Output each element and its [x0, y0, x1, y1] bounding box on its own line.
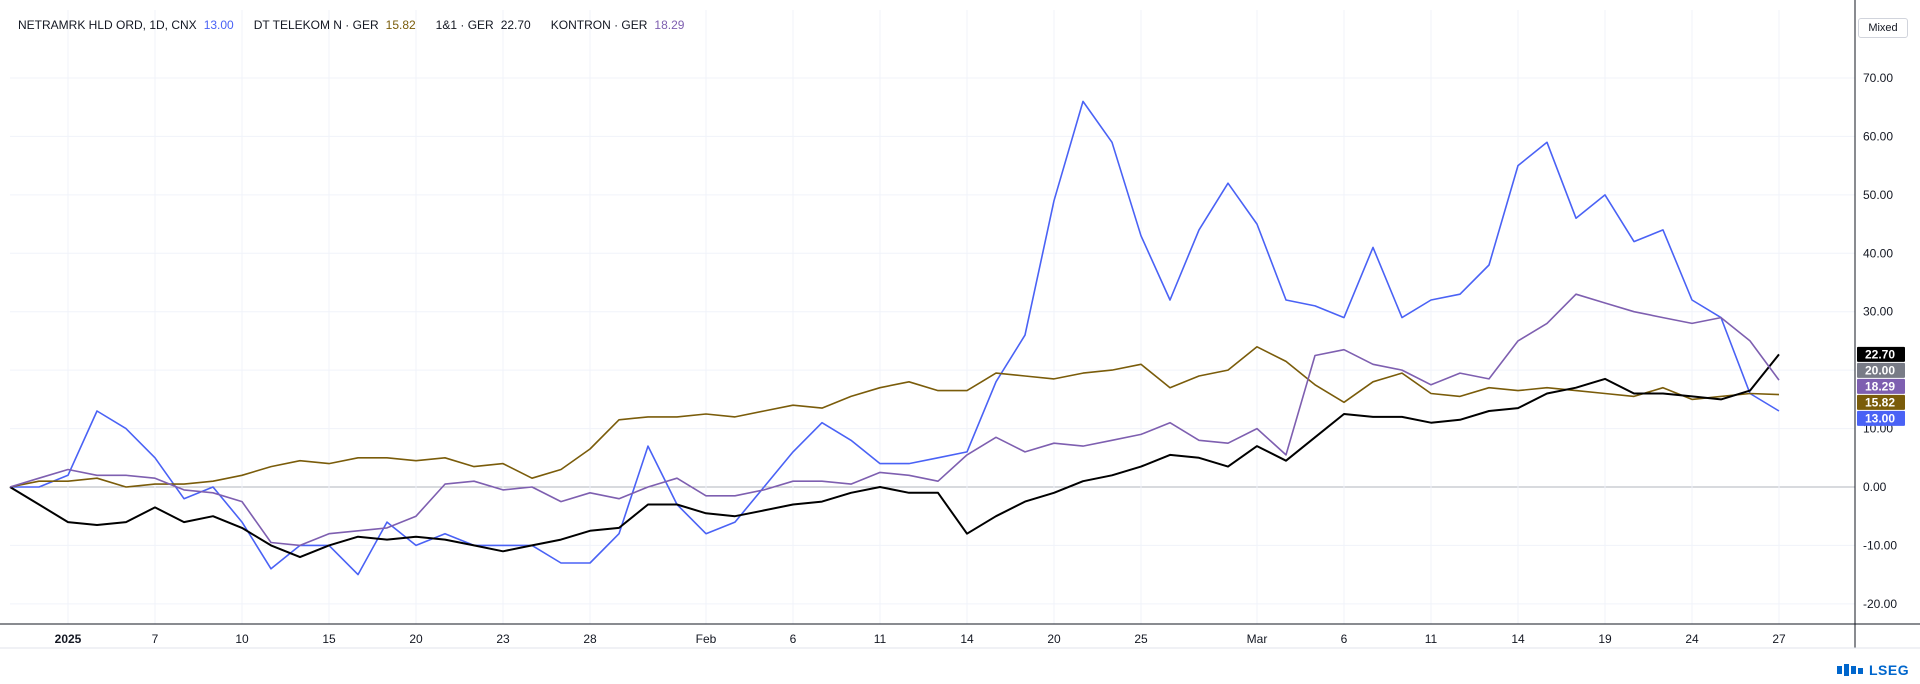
brand-name: LSEG [1869, 662, 1910, 678]
price-tag [1857, 346, 1905, 362]
legend-item-kontron[interactable]: KONTRON · GER 18.29 [551, 18, 685, 32]
legend-series-name: 1&1 · GER [435, 18, 494, 32]
price-tag-label: 18.29 [1865, 379, 1895, 393]
price-tag-label: 22.70 [1865, 347, 1895, 361]
x-tick-label: 28 [583, 632, 597, 646]
y-tick-label: 30.00 [1863, 305, 1893, 319]
legend-series-name: DT TELEKOM N · GER [253, 18, 379, 32]
price-tag [1857, 410, 1905, 426]
x-tick-label: 11 [1425, 632, 1438, 646]
x-tick-label: 14 [1511, 632, 1525, 646]
legend-series-value: 18.29 [654, 18, 685, 32]
x-tick-label: 20 [409, 632, 423, 646]
y-tick-label: -10.00 [1863, 538, 1897, 552]
legend-item-1and1[interactable]: 1&1 · GER 22.70 [436, 18, 531, 32]
scale-mode-button[interactable]: Mixed [1858, 18, 1908, 38]
legend-item-dt-telekom[interactable]: DT TELEKOM N · GER 15.82 [254, 18, 416, 32]
x-tick-label: 6 [790, 632, 797, 646]
price-tag-label: 20.00 [1865, 363, 1895, 377]
price-tag [1857, 378, 1905, 394]
x-tick-label: 27 [1772, 632, 1786, 646]
x-tick-label: 24 [1685, 632, 1699, 646]
legend-series-value: 22.70 [500, 18, 531, 32]
legend-item-netramrk[interactable]: NETRAMRK HLD ORD, 1D, CNX 13.00 [18, 18, 234, 32]
x-tick-label: 6 [1341, 632, 1348, 646]
x-tick-label: 2025 [55, 632, 82, 646]
x-tick-label: 10 [235, 632, 249, 646]
x-tick-label: 19 [1598, 632, 1612, 646]
price-tag-label: 13.00 [1865, 411, 1895, 425]
chart-series [9, 100, 1780, 576]
price-tags: 22.70 20.00 18.29 15.82 13.00 [1857, 346, 1905, 426]
chart-axes: -20.00-10.000.0010.0020.0030.0040.0050.0… [0, 0, 1920, 649]
legend-series-value: 15.82 [385, 18, 416, 32]
y-tick-label: 60.00 [1863, 129, 1893, 143]
chart-grid [10, 10, 1855, 624]
x-tick-label: 25 [1134, 632, 1148, 646]
x-tick-label: 14 [960, 632, 974, 646]
y-tick-label: -20.00 [1863, 597, 1897, 611]
y-tick-label: 50.00 [1863, 188, 1893, 202]
series-line-0[interactable] [10, 100, 1780, 576]
series-line-2[interactable] [9, 353, 1780, 559]
x-tick-label: Mar [1247, 632, 1268, 646]
y-tick-label: 0.00 [1863, 480, 1887, 494]
x-tick-label: 7 [152, 632, 159, 646]
y-tick-label: 70.00 [1863, 71, 1893, 85]
y-tick-label: 40.00 [1863, 246, 1893, 260]
x-tick-label: 11 [874, 632, 887, 646]
x-tick-label: 15 [322, 632, 336, 646]
series-line-1[interactable] [9, 345, 1780, 488]
price-tag [1857, 394, 1905, 410]
x-tick-label: 23 [496, 632, 510, 646]
price-tag [1857, 362, 1905, 378]
chart-legend: NETRAMRK HLD ORD, 1D, CNX 13.00 DT TELEK… [18, 18, 684, 32]
legend-series-name: KONTRON · GER [550, 18, 648, 32]
x-tick-label: 20 [1047, 632, 1061, 646]
price-tag-label: 15.82 [1865, 395, 1895, 409]
legend-series-value: 13.00 [203, 18, 234, 32]
x-tick-label: Feb [696, 632, 717, 646]
legend-series-name: NETRAMRK HLD ORD, 1D, CNX [18, 18, 197, 32]
lseg-mark-icon [1837, 664, 1863, 676]
series-line-3[interactable] [9, 293, 1780, 547]
lseg-logo: LSEG [1836, 662, 1909, 678]
